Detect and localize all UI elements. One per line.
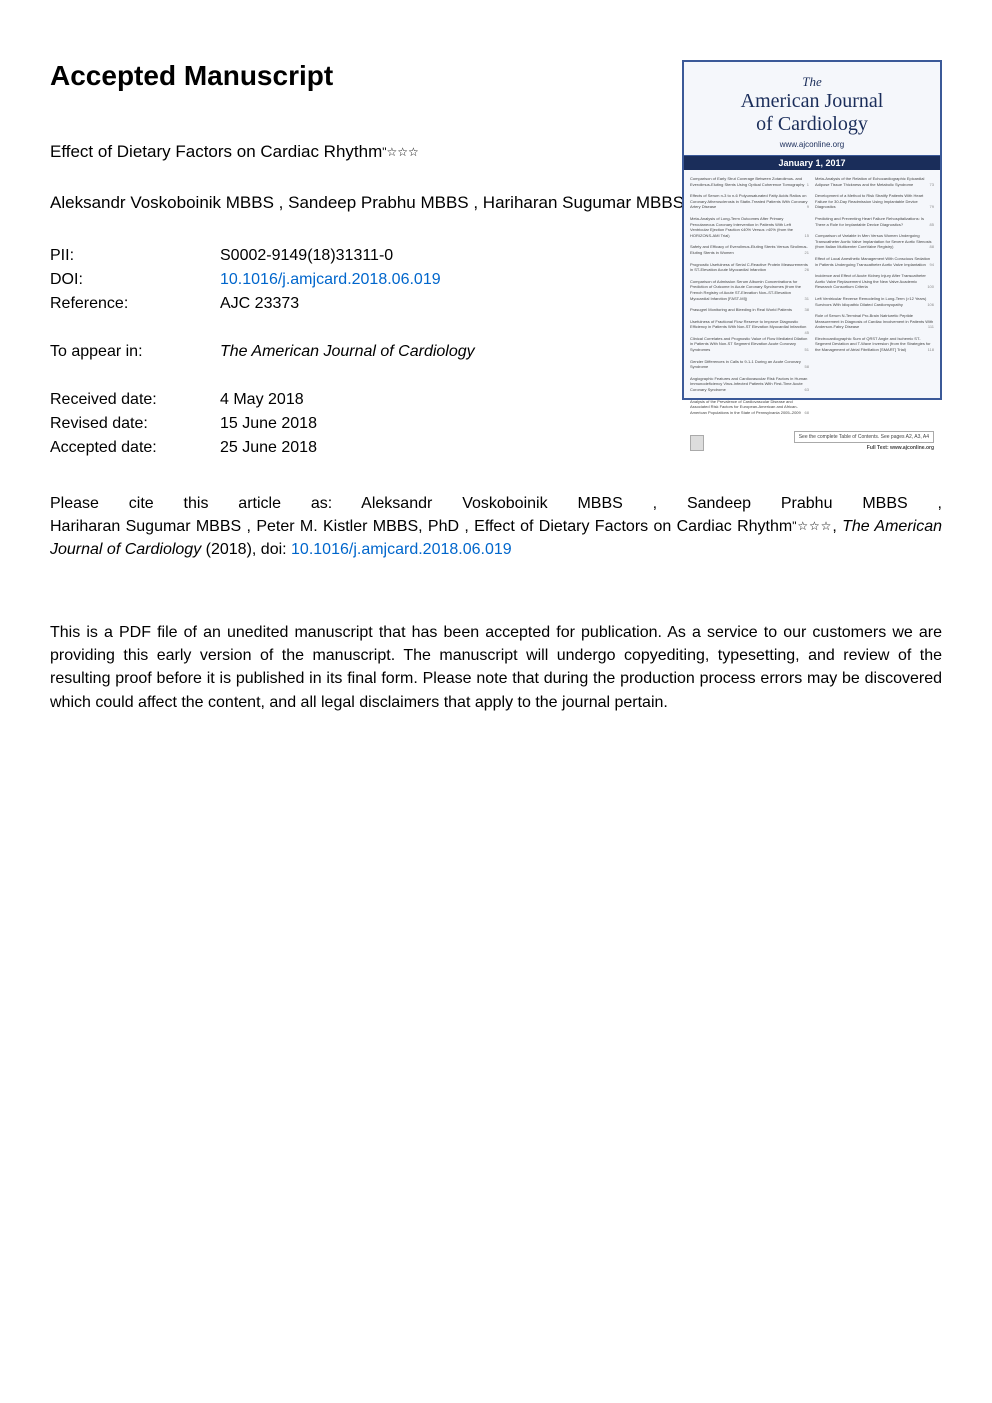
appear-label: To appear in: xyxy=(50,340,220,364)
cover-toc-item: Comparison of Variable in Men Versus Wom… xyxy=(815,233,934,250)
cover-toc-item: Comparison of Admission Serum Albumin Co… xyxy=(690,279,809,301)
citation-line1: Please cite this article as: Aleksandr V… xyxy=(50,492,942,515)
revised-value: 15 June 2018 xyxy=(220,412,317,436)
cover-journal-name-l1: American Journal xyxy=(692,90,932,113)
cover-toc-item: Safety and Efficacy of Everolimus-Elutin… xyxy=(690,244,809,255)
appear-journal: The American Journal of Cardiology xyxy=(220,340,475,364)
citation-block: Please cite this article as: Aleksandr V… xyxy=(50,492,942,562)
article-title-text: Effect of Dietary Factors on Cardiac Rhy… xyxy=(50,142,382,161)
received-label: Received date: xyxy=(50,388,220,412)
cover-toc-item: Comparison of Early Strut Coverage Betwe… xyxy=(690,176,809,187)
cover-toc-item: Left Ventricular Reverse Remodeling in L… xyxy=(815,296,934,307)
reference-label: Reference: xyxy=(50,292,220,316)
cover-toc-item: Effects of Serum n-3 to n-6 Polyunsatura… xyxy=(690,193,809,210)
cover-toc: Comparison of Early Strut Coverage Betwe… xyxy=(684,170,940,427)
cover-toc-item: Development of a Method to Risk Stratify… xyxy=(815,193,934,210)
cover-toc-item: Clinical Correlates and Prognostic Value… xyxy=(690,336,809,353)
cover-the: The xyxy=(692,74,932,90)
pii-label: PII: xyxy=(50,244,220,268)
cover-toc-item: Electrocardiographic Sum of QRST Angle a… xyxy=(815,336,934,353)
cover-header: The American Journal of Cardiology www.a… xyxy=(684,62,940,156)
cover-toc-item: Meta-Analysis of the Relation of Echocar… xyxy=(815,176,934,187)
cover-journal-name-l2: of Cardiology xyxy=(692,113,932,136)
received-value: 4 May 2018 xyxy=(220,388,304,412)
doi-link[interactable]: 10.1016/j.amjcard.2018.06.019 xyxy=(220,268,441,292)
cover-toc-item: Prasugrel Monitoring and Bleeding in Rea… xyxy=(690,307,809,313)
cover-toc-item: Usefulness of Fractional Flow Reserve to… xyxy=(690,319,809,330)
cover-toc-item: Gender Differences in Calls to 9-1-1 Dur… xyxy=(690,359,809,370)
revised-label: Revised date: xyxy=(50,412,220,436)
cover-toc-left: Comparison of Early Strut Coverage Betwe… xyxy=(690,176,809,421)
cover-url: www.ajconline.org xyxy=(692,140,932,149)
disclaimer-text: This is a PDF file of an unedited manusc… xyxy=(50,621,942,714)
citation-year: (2018), doi: xyxy=(201,541,291,558)
citation-doi-link[interactable]: 10.1016/j.amjcard.2018.06.019 xyxy=(291,541,512,558)
cover-foot-note1: See the complete Table of Contents. See … xyxy=(794,431,934,443)
accepted-label: Accepted date: xyxy=(50,436,220,460)
cover-toc-item: Meta-Analysis of Long-Term Outcomes Afte… xyxy=(690,216,809,238)
cover-toc-item: Analysis of the Prevalence of Cardiovasc… xyxy=(690,399,809,416)
title-stars: "☆☆☆ xyxy=(382,145,419,159)
reference-value: AJC 23373 xyxy=(220,292,299,316)
cover-toc-right: Meta-Analysis of the Relation of Echocar… xyxy=(815,176,934,421)
doi-label: DOI: xyxy=(50,268,220,292)
cover-toc-item: Effect of Local Anesthetic Management Wi… xyxy=(815,256,934,267)
citation-line2-text: Hariharan Sugumar MBBS , Peter M. Kistle… xyxy=(50,518,792,535)
cover-toc-item: Angiographic Features and Cardiovascular… xyxy=(690,376,809,393)
journal-cover-thumbnail: The American Journal of Cardiology www.a… xyxy=(682,60,942,400)
cover-toc-item: Predicting and Preventing Heart Failure … xyxy=(815,216,934,227)
cover-toc-item: Incidence and Effect of Acute Kidney Inj… xyxy=(815,273,934,290)
citation-stars: "☆☆☆ xyxy=(792,519,832,533)
pii-value: S0002-9149(18)31311-0 xyxy=(220,244,393,268)
cover-toc-item: Prognostic Usefulness of Serial C-Reacti… xyxy=(690,262,809,273)
cover-footer: See the complete Table of Contents. See … xyxy=(684,427,940,459)
citation-sep: , xyxy=(832,518,842,535)
cover-toc-item: Role of Serum N-Terminal Pro-Brain Natri… xyxy=(815,313,934,330)
cover-foot-note2: Full Text: www.ajconline.org xyxy=(794,445,934,451)
accepted-value: 25 June 2018 xyxy=(220,436,317,460)
cover-issue-date: January 1, 2017 xyxy=(684,156,940,170)
elsevier-logo-icon xyxy=(690,435,704,451)
